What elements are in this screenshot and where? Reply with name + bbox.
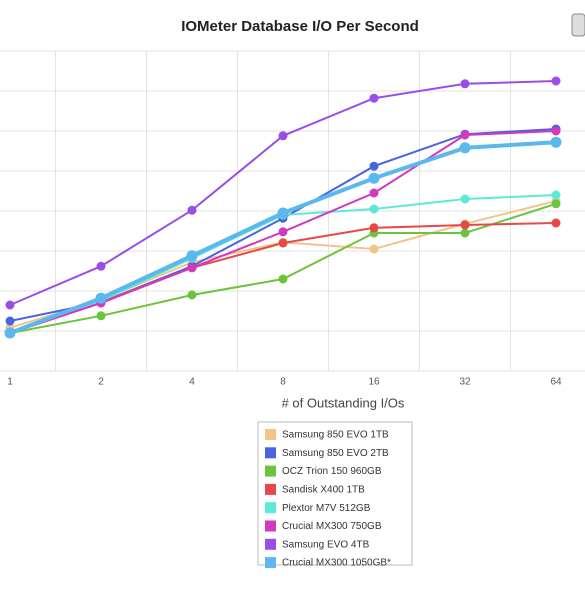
- data-point: [278, 238, 288, 248]
- data-point: [369, 161, 379, 171]
- x-tick-label: 4: [189, 377, 195, 388]
- data-point: [186, 250, 198, 262]
- data-point: [459, 142, 471, 154]
- data-point: [460, 220, 470, 230]
- legend-swatch: [265, 520, 276, 532]
- data-point: [550, 136, 562, 148]
- legend-swatch: [265, 447, 276, 459]
- data-point: [460, 194, 470, 204]
- data-point: [460, 228, 470, 238]
- data-point: [278, 274, 288, 284]
- chart-title: IOMeter Database I/O Per Second: [181, 18, 419, 35]
- legend-swatch: [265, 483, 276, 495]
- corner-icon: [571, 13, 585, 37]
- data-point: [277, 207, 289, 219]
- data-point: [551, 218, 561, 228]
- data-point: [96, 261, 106, 271]
- x-tick-label: 1: [7, 377, 13, 388]
- data-point: [95, 292, 107, 304]
- x-tick-label: 32: [459, 377, 471, 388]
- data-point: [187, 290, 197, 300]
- legend-swatch: [265, 465, 276, 477]
- legend-label: Crucial MX300 750GB: [282, 521, 382, 532]
- legend: [257, 421, 413, 566]
- data-point: [278, 131, 288, 141]
- legend-label: OCZ Trion 150 960GB: [282, 466, 382, 477]
- data-point: [4, 327, 16, 339]
- legend-swatch: [265, 538, 276, 550]
- series-line: [9, 202, 557, 334]
- x-tick-label: 16: [368, 377, 380, 388]
- data-point: [369, 93, 379, 103]
- legend-label: Samsung 850 EVO 2TB: [282, 448, 389, 459]
- data-point: [278, 227, 288, 237]
- legend-label: Samsung 850 EVO 1TB: [282, 430, 389, 441]
- legend-label: Sandisk X400 1TB: [282, 485, 365, 496]
- series-line: [9, 80, 557, 306]
- legend-label: Crucial MX300 1050GB*: [282, 558, 391, 569]
- data-point: [551, 199, 561, 209]
- data-point: [460, 79, 470, 89]
- data-point: [460, 130, 470, 140]
- data-point: [551, 190, 561, 200]
- legend-swatch: [265, 557, 276, 569]
- data-point: [187, 205, 197, 215]
- x-tick-label: 2: [98, 377, 104, 388]
- legend-swatch: [265, 429, 276, 440]
- x-tick-label: 64: [550, 377, 562, 388]
- legend-swatch: [265, 502, 276, 514]
- data-point: [369, 188, 379, 198]
- data-point: [369, 204, 379, 214]
- legend-label: Samsung EVO 4TB: [282, 539, 370, 550]
- data-point: [369, 223, 379, 233]
- data-point: [5, 300, 15, 310]
- data-point: [5, 316, 15, 326]
- data-point: [96, 311, 106, 321]
- data-point: [368, 172, 380, 184]
- data-point: [369, 244, 379, 254]
- x-tick-label: 8: [280, 377, 286, 388]
- data-point: [551, 126, 561, 136]
- x-axis-label: # of Outstanding I/Os: [282, 395, 405, 410]
- data-point: [551, 76, 561, 86]
- legend-label: Plextor M7V 512GB: [282, 503, 371, 514]
- data-point: [187, 263, 197, 273]
